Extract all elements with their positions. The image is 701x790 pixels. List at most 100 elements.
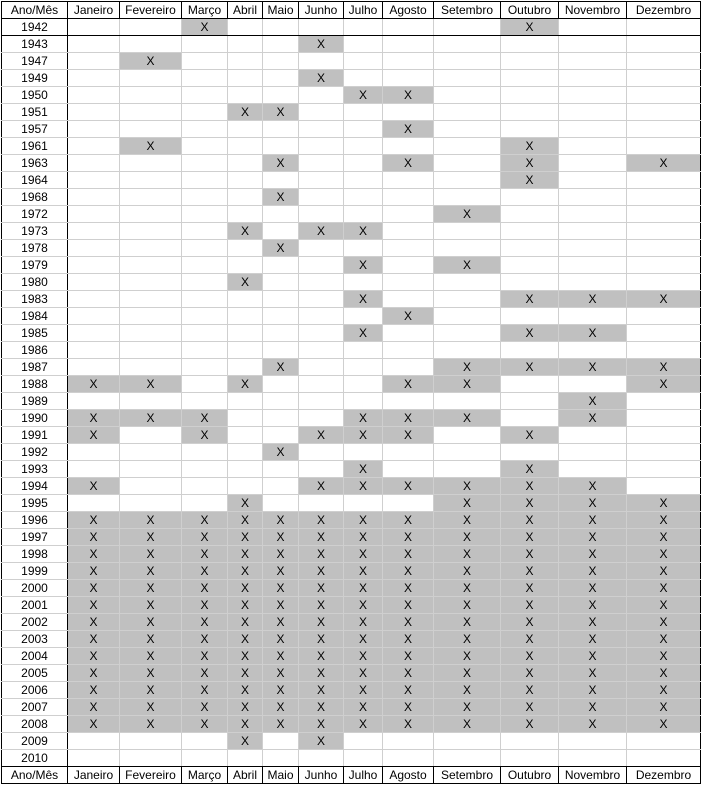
marked-month-cell[interactable]: X: [500, 324, 559, 342]
marked-month-cell[interactable]: X: [298, 664, 344, 682]
marked-month-cell[interactable]: X: [626, 715, 701, 733]
marked-month-cell[interactable]: X: [343, 511, 383, 529]
month-cell[interactable]: [67, 69, 120, 87]
month-cell[interactable]: [433, 239, 501, 257]
month-cell[interactable]: [343, 358, 383, 376]
footer-header-cell-month-6[interactable]: Junho: [298, 766, 344, 784]
header-cell-month-4[interactable]: Abril: [227, 1, 263, 19]
month-cell[interactable]: [343, 52, 383, 70]
month-cell[interactable]: [558, 103, 627, 121]
marked-month-cell[interactable]: X: [433, 205, 501, 223]
month-cell[interactable]: [119, 120, 182, 138]
marked-month-cell[interactable]: X: [433, 613, 501, 631]
marked-month-cell[interactable]: X: [343, 426, 383, 444]
month-cell[interactable]: [500, 239, 559, 257]
marked-month-cell[interactable]: X: [119, 511, 182, 529]
month-cell[interactable]: [227, 307, 263, 325]
marked-month-cell[interactable]: X: [343, 290, 383, 308]
marked-month-cell[interactable]: X: [500, 715, 559, 733]
marked-month-cell[interactable]: X: [500, 290, 559, 308]
marked-month-cell[interactable]: X: [626, 579, 701, 597]
marked-month-cell[interactable]: X: [626, 494, 701, 512]
month-cell[interactable]: [343, 732, 383, 750]
month-cell[interactable]: [262, 460, 299, 478]
month-cell[interactable]: [343, 69, 383, 87]
month-cell[interactable]: [181, 358, 228, 376]
month-cell[interactable]: [227, 154, 263, 172]
month-cell[interactable]: [382, 239, 434, 257]
month-cell[interactable]: [343, 205, 383, 223]
month-cell[interactable]: [298, 205, 344, 223]
marked-month-cell[interactable]: X: [227, 732, 263, 750]
marked-month-cell[interactable]: X: [181, 562, 228, 580]
marked-month-cell[interactable]: X: [298, 613, 344, 631]
month-cell[interactable]: [626, 341, 701, 359]
month-cell[interactable]: [558, 69, 627, 87]
month-cell[interactable]: [298, 273, 344, 291]
marked-month-cell[interactable]: X: [558, 562, 627, 580]
month-cell[interactable]: [558, 426, 627, 444]
header-cell-month-1[interactable]: Janeiro: [67, 1, 120, 19]
month-cell[interactable]: [626, 256, 701, 274]
marked-month-cell[interactable]: X: [500, 630, 559, 648]
footer-header-cell-month-1[interactable]: Janeiro: [67, 766, 120, 784]
month-cell[interactable]: [343, 273, 383, 291]
month-cell[interactable]: [500, 52, 559, 70]
month-cell[interactable]: [558, 460, 627, 478]
marked-month-cell[interactable]: X: [382, 681, 434, 699]
marked-month-cell[interactable]: X: [343, 460, 383, 478]
marked-month-cell[interactable]: X: [343, 86, 383, 104]
marked-month-cell[interactable]: X: [500, 681, 559, 699]
month-cell[interactable]: [626, 52, 701, 70]
month-cell[interactable]: [119, 18, 182, 36]
month-cell[interactable]: [227, 341, 263, 359]
month-cell[interactable]: [343, 375, 383, 393]
marked-month-cell[interactable]: X: [433, 579, 501, 597]
month-cell[interactable]: [433, 749, 501, 767]
month-cell[interactable]: [626, 137, 701, 155]
month-cell[interactable]: [67, 324, 120, 342]
year-cell[interactable]: 1994: [1, 477, 68, 495]
marked-month-cell[interactable]: X: [558, 358, 627, 376]
marked-month-cell[interactable]: X: [558, 545, 627, 563]
month-cell[interactable]: [262, 426, 299, 444]
marked-month-cell[interactable]: X: [382, 477, 434, 495]
month-cell[interactable]: [262, 18, 299, 36]
month-cell[interactable]: [227, 35, 263, 53]
marked-month-cell[interactable]: X: [227, 613, 263, 631]
month-cell[interactable]: [382, 494, 434, 512]
month-cell[interactable]: [500, 103, 559, 121]
marked-month-cell[interactable]: X: [343, 579, 383, 597]
marked-month-cell[interactable]: X: [500, 154, 559, 172]
marked-month-cell[interactable]: X: [67, 715, 120, 733]
month-cell[interactable]: [67, 494, 120, 512]
marked-month-cell[interactable]: X: [181, 511, 228, 529]
marked-month-cell[interactable]: X: [500, 137, 559, 155]
month-cell[interactable]: [343, 341, 383, 359]
month-cell[interactable]: [181, 103, 228, 121]
header-cell-month-6[interactable]: Junho: [298, 1, 344, 19]
year-cell[interactable]: 1964: [1, 171, 68, 189]
footer-header-cell-month-4[interactable]: Abril: [227, 766, 263, 784]
month-cell[interactable]: [181, 477, 228, 495]
month-cell[interactable]: [67, 205, 120, 223]
month-cell[interactable]: [181, 443, 228, 461]
marked-month-cell[interactable]: X: [382, 426, 434, 444]
year-cell[interactable]: 2010: [1, 749, 68, 767]
marked-month-cell[interactable]: X: [119, 613, 182, 631]
year-cell[interactable]: 2003: [1, 630, 68, 648]
marked-month-cell[interactable]: X: [433, 256, 501, 274]
header-cell-month-7[interactable]: Julho: [343, 1, 383, 19]
marked-month-cell[interactable]: X: [262, 647, 299, 665]
month-cell[interactable]: [181, 749, 228, 767]
header-cell-month-12[interactable]: Dezembro: [626, 1, 701, 19]
month-cell[interactable]: [298, 358, 344, 376]
year-cell[interactable]: 1979: [1, 256, 68, 274]
marked-month-cell[interactable]: X: [227, 273, 263, 291]
month-cell[interactable]: [67, 273, 120, 291]
marked-month-cell[interactable]: X: [119, 664, 182, 682]
month-cell[interactable]: [433, 324, 501, 342]
marked-month-cell[interactable]: X: [67, 562, 120, 580]
marked-month-cell[interactable]: X: [262, 630, 299, 648]
month-cell[interactable]: [626, 409, 701, 427]
